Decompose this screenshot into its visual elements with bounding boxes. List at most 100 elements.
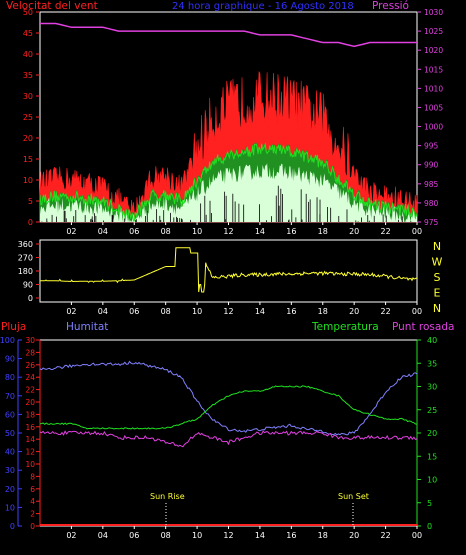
- rain-tick-label: 8: [30, 472, 35, 481]
- time-tick-label: 02: [66, 531, 76, 540]
- wind-tick-label: 50: [23, 8, 33, 17]
- temperature-tick-label: 20: [427, 429, 437, 438]
- wind-tick-label: 10: [23, 176, 33, 185]
- compass-e-label: E: [434, 287, 441, 300]
- temperature-line: [39, 385, 418, 430]
- temperature-tick-label: 35: [427, 359, 437, 368]
- rain-tick-label: 0: [30, 522, 35, 531]
- wind-tick-label: 35: [23, 71, 33, 80]
- time-tick-label: 14: [255, 307, 265, 316]
- time-tick-label: 06: [129, 227, 139, 236]
- wind-tick-label: 45: [23, 29, 33, 38]
- humidity-tick-label: 0: [10, 522, 15, 531]
- pressure-tick-label: 975: [424, 218, 439, 227]
- humidity-tick-label: 70: [5, 392, 15, 401]
- direction-tick-label: 0: [28, 294, 33, 303]
- humidity-line: [39, 360, 418, 436]
- humidity-tick-label: 90: [5, 355, 15, 364]
- humidity-tick-label: 20: [5, 485, 15, 494]
- temperature-label: Temperatura: [311, 321, 379, 333]
- time-tick-label: 12: [223, 307, 233, 316]
- time-tick-label: 04: [98, 531, 108, 540]
- rain-tick-label: 18: [25, 410, 35, 419]
- time-tick-label: 10: [192, 531, 202, 540]
- chart-title: 24 hora graphique - 16 Agosto 2018: [172, 1, 354, 12]
- time-tick-label: 12: [223, 227, 233, 236]
- rain-tick-label: 10: [25, 460, 35, 469]
- wind-min-area: [40, 163, 417, 222]
- humidity-tick-label: 40: [5, 448, 15, 457]
- time-tick-label: 06: [129, 531, 139, 540]
- temperature-axis: 0 5 10 15 20 25 30 35 40: [417, 336, 437, 531]
- wind-avg-line: [39, 142, 418, 222]
- time-tick-label: 14: [255, 531, 265, 540]
- time-tick-label: 08: [161, 531, 171, 540]
- humidity-tick-label: 30: [5, 466, 15, 475]
- rain-tick-label: 4: [30, 497, 35, 506]
- time-tick-label: 10: [192, 227, 202, 236]
- temperature-tick-label: 5: [427, 499, 432, 508]
- wind-speed-label: Velocitat del vent: [6, 0, 98, 12]
- rain-tick-label: 28: [25, 348, 35, 357]
- dewpoint-label: Punt rosada: [392, 321, 454, 333]
- sunset-label: Sun Set: [338, 492, 369, 501]
- time-tick-label: 08: [161, 227, 171, 236]
- direction-axis: 0 90 180 270 360: [18, 240, 40, 303]
- pressure-tick-label: 985: [424, 180, 439, 189]
- compass-s-label: S: [434, 271, 441, 284]
- time-tick-label: 06: [129, 307, 139, 316]
- direction-tick-label: 270: [18, 254, 33, 263]
- time-tick-label: 00: [412, 227, 422, 236]
- pressure-tick-label: 1000: [424, 123, 443, 132]
- direction-tick-label: 180: [18, 267, 33, 276]
- pressure-tick-label: 1010: [424, 84, 443, 93]
- wind-plot-area: [39, 22, 418, 223]
- rain-tick-label: 24: [25, 373, 35, 382]
- time-tick-label: 18: [318, 227, 328, 236]
- wind-direction-line: [40, 247, 418, 293]
- time-tick-label: 22: [380, 307, 390, 316]
- pressure-tick-label: 990: [424, 161, 439, 170]
- time-tick-label: 08: [161, 307, 171, 316]
- wind-tick-label: 0: [28, 218, 33, 227]
- temperature-tick-label: 0: [427, 522, 432, 531]
- direction-tick-label: 90: [23, 281, 33, 290]
- rain-tick-label: 14: [25, 435, 35, 444]
- pressure-line: [40, 22, 417, 48]
- humidity-axis: 0 10 20 30 40 50 60 70 80 90 100: [0, 336, 22, 531]
- rain-tick-label: 2: [30, 510, 35, 519]
- time-tick-label: 12: [223, 531, 233, 540]
- rain-tick-label: 22: [25, 386, 35, 395]
- humidity-tick-label: 10: [5, 503, 15, 512]
- rain-tick-label: 12: [25, 448, 35, 457]
- wind-tick-label: 30: [23, 92, 33, 101]
- pressure-tick-label: 980: [424, 199, 439, 208]
- humidity-label: Humitat: [66, 321, 108, 333]
- time-axis-1: 02 04 06 08 10 12 14 16 18 20 22 00: [66, 222, 422, 236]
- pressure-label: Pressió: [372, 0, 409, 12]
- pressure-tick-label: 1020: [424, 46, 443, 55]
- temperature-tick-label: 30: [427, 383, 437, 392]
- time-tick-label: 22: [380, 227, 390, 236]
- pressure-axis: 975 980 985 990 995 1000 1005 1010 1015 1020 1025 1…: [417, 8, 443, 227]
- rain-tick-label: 16: [25, 423, 35, 432]
- humidity-tick-label: 80: [5, 373, 15, 382]
- humidity-tick-label: 50: [5, 429, 15, 438]
- time-tick-label: 02: [66, 307, 76, 316]
- time-tick-label: 02: [66, 227, 76, 236]
- pressure-tick-label: 995: [424, 142, 439, 151]
- panel-humidity-temperature: Pluja Humitat Temperatura Punt rosada 0 1…: [0, 321, 454, 540]
- time-tick-label: 16: [286, 227, 296, 236]
- time-tick-label: 18: [318, 531, 328, 540]
- humidity-plot-area: [39, 360, 418, 526]
- time-tick-label: 10: [192, 307, 202, 316]
- direction-plot-area: [40, 247, 418, 293]
- temperature-tick-label: 10: [427, 476, 437, 485]
- plot-frame-2: [39, 239, 418, 303]
- time-tick-label: 00: [412, 531, 422, 540]
- time-tick-label: 00: [412, 307, 422, 316]
